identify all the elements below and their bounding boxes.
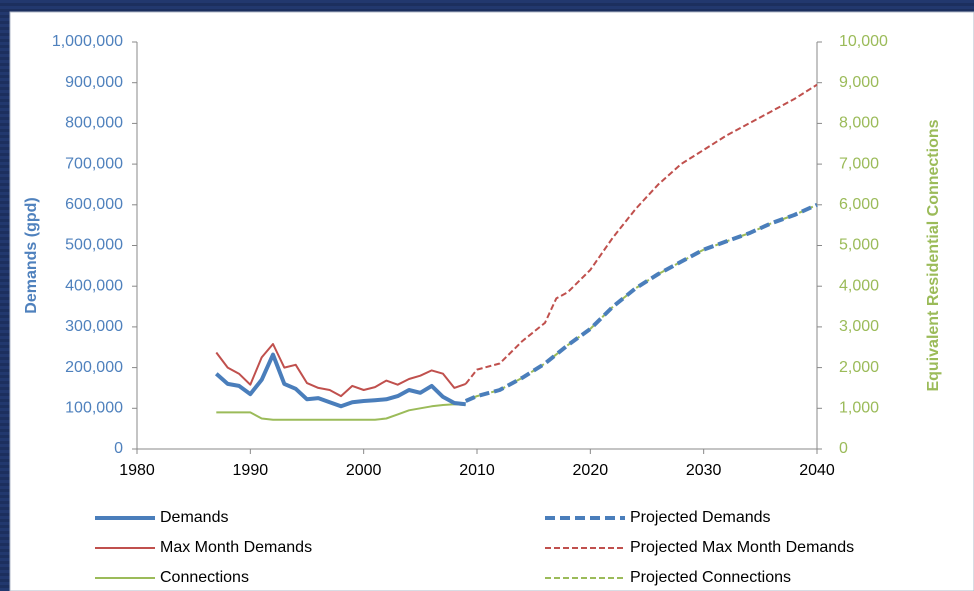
legend-label: Projected Connections [630,569,791,586]
y2-tick-label: 2,000 [839,359,879,376]
y-tick-label: 700,000 [65,155,123,172]
legend-label: Projected Demands [630,509,771,526]
y2-axis-title: Equivalent Residential Connections [925,119,942,391]
x-tick-label: 2020 [573,462,609,479]
y-axis-title: Demands (gpd) [23,197,40,313]
y-tick-label: 300,000 [65,318,123,335]
y-tick-label: 100,000 [65,400,123,417]
y-tick-label: 1,000,000 [52,33,123,50]
x-tick-label: 2040 [799,462,835,479]
x-tick-label: 2000 [346,462,382,479]
x-tick-label: 2010 [459,462,495,479]
y2-tick-label: 8,000 [839,115,879,132]
chart: 0 100,000 200,000 300,000 400,000 500,000 600,… [23,33,942,586]
y-tick-label: 200,000 [65,359,123,376]
y2-tick-label: 10,000 [839,33,888,50]
y-tick-label: 0 [114,440,123,457]
y-tick-label: 900,000 [65,74,123,91]
y2-tick-label: 0 [839,440,848,457]
y2-tick-label: 5,000 [839,237,879,254]
legend-label: Demands [160,509,228,526]
y2-tick-label: 4,000 [839,277,879,294]
legend-label: Max Month Demands [160,539,312,556]
y-tick-label: 600,000 [65,196,123,213]
series-line [464,83,818,385]
chart-panel [9,11,974,591]
y-tick-label: 400,000 [65,277,123,294]
x-tick-label: 1980 [119,462,155,479]
y2-tick-label: 7,000 [839,155,879,172]
y2-tick-label: 3,000 [839,318,879,335]
y2-tick-label: 9,000 [839,74,879,91]
x-tick-label: 1990 [233,462,269,479]
series-line [215,343,467,398]
y2-tick-label: 6,000 [839,196,879,213]
y-tick-label: 800,000 [65,115,123,132]
legend-label: Projected Max Month Demands [630,539,854,556]
y-tick-label: 500,000 [65,237,123,254]
y2-tick-label: 1,000 [839,400,879,417]
x-tick-label: 2030 [686,462,722,479]
series-line [216,403,466,421]
series-line [464,202,818,403]
legend-label: Connections [160,569,249,586]
series-line [214,352,466,409]
